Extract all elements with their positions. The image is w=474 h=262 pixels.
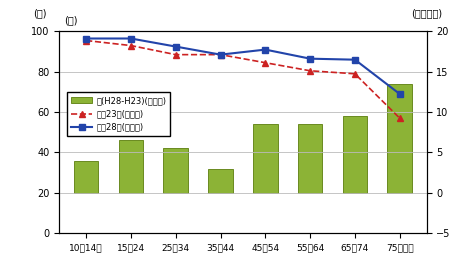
平抂23年(左目盛) [397,117,402,120]
Bar [118,140,143,193]
Bar [343,116,367,193]
Line: 平抂28年(左目盛): 平抂28年(左目盛) [83,36,402,97]
Bar [387,84,412,193]
Text: (％): (％) [34,8,47,18]
平抂28年(左目盛) [83,37,89,40]
平抂28年(左目盛) [397,92,402,96]
平抂23年(左目盛) [352,72,358,75]
平抂23年(左目盛) [307,69,313,72]
平抂23年(左目盛) [128,44,134,47]
Bar [208,169,233,193]
平抂28年(左目盛) [218,53,223,56]
平抂28年(左目盛) [263,48,268,51]
平抂28年(左目盛) [352,58,358,61]
平抂28年(左目盛) [128,37,134,40]
Bar [253,124,278,193]
Bar [164,149,188,193]
平抂28年(左目盛) [307,57,313,60]
平抂28年(左目盛) [173,45,179,48]
Bar [298,124,322,193]
平抂23年(左目盛) [218,53,223,56]
Legend: 差(H28-H23)(右目盛), 平抂23年(左目盛), 平抂28年(左目盛): 差(H28-H23)(右目盛), 平抂23年(左目盛), 平抂28年(左目盛) [67,92,171,136]
Text: (％): (％) [64,15,77,25]
Bar [74,161,99,193]
平抂23年(左目盛) [173,53,179,56]
Text: (ポイント): (ポイント) [411,8,442,18]
平抂23年(左目盛) [83,39,89,42]
Line: 平抂23年(左目盛): 平抂23年(左目盛) [83,38,402,121]
平抂23年(左目盛) [263,61,268,64]
